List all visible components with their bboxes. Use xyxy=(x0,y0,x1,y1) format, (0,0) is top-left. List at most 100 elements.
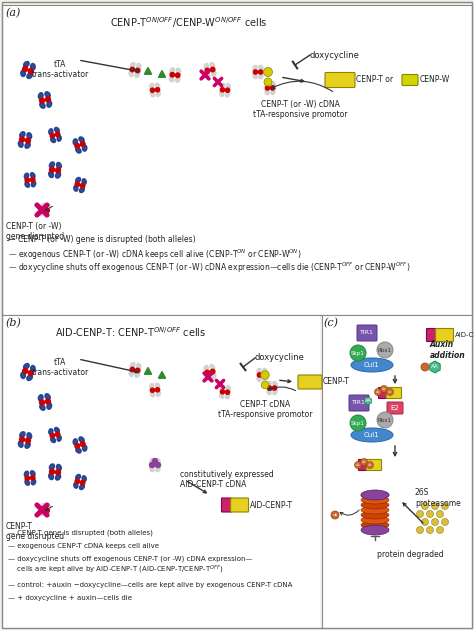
Circle shape xyxy=(261,381,269,389)
Text: ub: ub xyxy=(332,513,337,517)
Ellipse shape xyxy=(45,512,49,517)
Text: CENP-T
gene disrupted: CENP-T gene disrupted xyxy=(6,522,64,541)
Ellipse shape xyxy=(82,179,86,185)
Circle shape xyxy=(226,390,230,394)
Ellipse shape xyxy=(27,133,32,139)
Ellipse shape xyxy=(150,92,155,97)
Ellipse shape xyxy=(156,466,160,472)
Ellipse shape xyxy=(56,464,61,471)
Circle shape xyxy=(19,137,25,142)
Circle shape xyxy=(437,527,444,534)
FancyBboxPatch shape xyxy=(325,72,355,88)
Ellipse shape xyxy=(24,364,29,369)
Ellipse shape xyxy=(49,464,55,470)
Text: Skp1: Skp1 xyxy=(351,350,365,355)
Circle shape xyxy=(155,387,160,392)
Circle shape xyxy=(264,67,273,76)
Ellipse shape xyxy=(55,127,59,132)
Text: ub: ub xyxy=(368,463,372,467)
Circle shape xyxy=(417,510,423,517)
Bar xyxy=(322,315,472,628)
Circle shape xyxy=(441,518,448,525)
Ellipse shape xyxy=(265,81,269,86)
Circle shape xyxy=(136,368,140,373)
Ellipse shape xyxy=(51,137,55,142)
Ellipse shape xyxy=(45,212,49,217)
Circle shape xyxy=(49,167,55,172)
Ellipse shape xyxy=(273,389,277,394)
Text: (a): (a) xyxy=(6,8,21,18)
Circle shape xyxy=(155,463,160,467)
Circle shape xyxy=(377,412,393,428)
Ellipse shape xyxy=(49,429,53,435)
Circle shape xyxy=(220,389,225,394)
Circle shape xyxy=(170,72,174,77)
Circle shape xyxy=(417,527,423,534)
Ellipse shape xyxy=(47,101,52,107)
Circle shape xyxy=(50,134,55,138)
Circle shape xyxy=(25,476,29,481)
Ellipse shape xyxy=(80,484,84,490)
Ellipse shape xyxy=(361,490,389,500)
Ellipse shape xyxy=(150,84,154,89)
Text: — + doxycycline + auxin—cells die: — + doxycycline + auxin—cells die xyxy=(8,595,132,601)
Circle shape xyxy=(431,518,438,525)
Circle shape xyxy=(75,444,80,449)
Ellipse shape xyxy=(30,471,35,476)
Ellipse shape xyxy=(271,81,275,86)
Circle shape xyxy=(261,370,269,379)
Circle shape xyxy=(377,342,393,358)
Ellipse shape xyxy=(226,84,230,89)
Ellipse shape xyxy=(137,64,141,69)
Ellipse shape xyxy=(41,203,46,208)
Circle shape xyxy=(81,481,85,485)
Circle shape xyxy=(210,67,215,72)
Circle shape xyxy=(205,68,210,72)
Text: — CENP-T (or -W) gene is disrupted (both alleles): — CENP-T (or -W) gene is disrupted (both… xyxy=(8,235,196,244)
Ellipse shape xyxy=(361,521,389,529)
Ellipse shape xyxy=(361,506,389,514)
Ellipse shape xyxy=(361,501,389,509)
Ellipse shape xyxy=(265,89,269,94)
Circle shape xyxy=(28,69,33,74)
Circle shape xyxy=(153,459,157,464)
Text: Rbx1: Rbx1 xyxy=(378,418,392,423)
Circle shape xyxy=(427,527,434,534)
Circle shape xyxy=(130,367,135,372)
Ellipse shape xyxy=(76,178,81,183)
FancyBboxPatch shape xyxy=(358,459,367,471)
Text: CENP-T cDNA
tTA-responsive promotor: CENP-T cDNA tTA-responsive promotor xyxy=(218,400,312,420)
Ellipse shape xyxy=(20,432,25,438)
Ellipse shape xyxy=(73,139,77,145)
Circle shape xyxy=(130,67,135,72)
Text: AA: AA xyxy=(365,399,372,403)
Text: ub: ub xyxy=(382,387,386,391)
Ellipse shape xyxy=(82,145,87,151)
Circle shape xyxy=(26,138,30,143)
Ellipse shape xyxy=(49,473,54,479)
Ellipse shape xyxy=(150,384,154,389)
Ellipse shape xyxy=(31,479,36,485)
Ellipse shape xyxy=(25,182,29,187)
Ellipse shape xyxy=(219,393,224,398)
Circle shape xyxy=(55,132,60,137)
Ellipse shape xyxy=(226,92,230,97)
Ellipse shape xyxy=(150,392,155,397)
Circle shape xyxy=(220,88,225,92)
Text: protein degraded: protein degraded xyxy=(377,550,443,559)
Circle shape xyxy=(41,507,45,512)
Ellipse shape xyxy=(204,64,208,69)
Circle shape xyxy=(273,386,277,390)
Text: AID-CENP-T: CENP-T$^{ON/OFF}$ cells: AID-CENP-T: CENP-T$^{ON/OFF}$ cells xyxy=(55,325,206,339)
Text: CENP-T: CENP-T xyxy=(323,377,350,386)
Text: — doxycycline shuts off exogenous CENP-T (or -W) cDNA expression—
    cells are : — doxycycline shuts off exogenous CENP-T… xyxy=(8,556,253,576)
Ellipse shape xyxy=(257,377,261,382)
Ellipse shape xyxy=(24,62,29,67)
Circle shape xyxy=(427,510,434,517)
Ellipse shape xyxy=(82,476,86,481)
Ellipse shape xyxy=(220,83,225,88)
Circle shape xyxy=(39,98,45,103)
Ellipse shape xyxy=(205,374,210,379)
Ellipse shape xyxy=(55,474,61,480)
Text: — doxycycline shuts off exogenous CENP-T (or -W) cDNA expression—cells die (CENP: — doxycycline shuts off exogenous CENP-T… xyxy=(8,261,410,275)
